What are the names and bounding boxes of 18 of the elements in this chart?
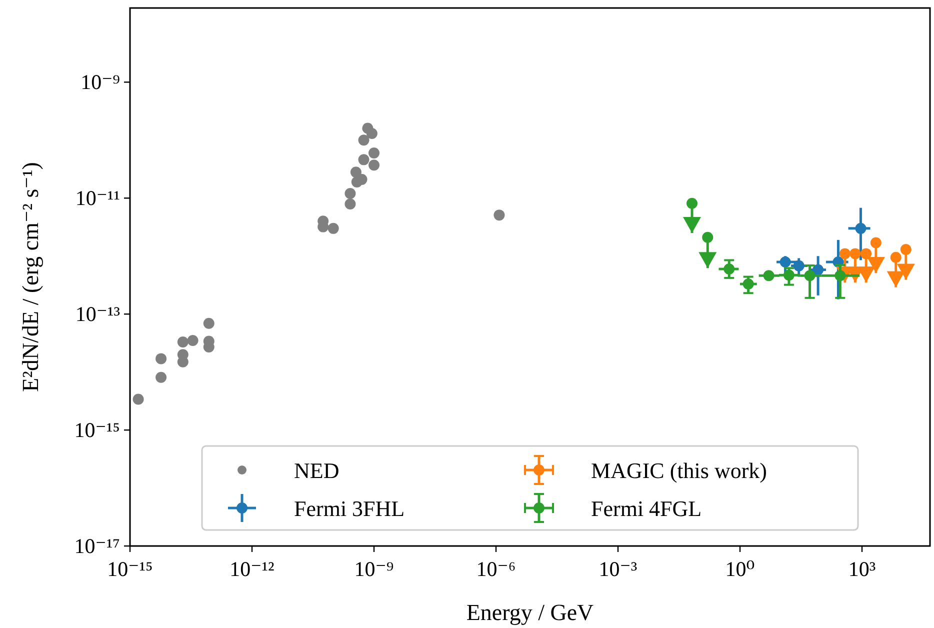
y-tick-label: 10⁻¹⁷ [74, 534, 120, 558]
x-tick-label: 10⁻⁹ [354, 557, 394, 581]
x-tick-label: 10⁻¹⁵ [107, 557, 153, 581]
legend-label: NED [294, 458, 340, 483]
y-tick-label: 10⁻¹⁵ [74, 418, 120, 442]
y-tick-label: 10⁻⁹ [80, 70, 120, 94]
x-tick-label: 10⁻³ [598, 557, 638, 581]
x-tick-label: 10⁻¹² [230, 557, 274, 581]
y-tick-label: 10⁻¹¹ [75, 186, 120, 210]
x-tick-label: 10³ [848, 557, 876, 581]
legend-label: Fermi 3FHL [294, 496, 405, 521]
x-tick-label: 10⁰ [725, 557, 755, 581]
legend-label: MAGIC (this work) [591, 458, 767, 483]
x-axis-title: Energy / GeV [466, 600, 594, 625]
y-tick-label: 10⁻¹³ [75, 302, 120, 326]
legend-label: Fermi 4FGL [591, 496, 702, 521]
x-tick-label: 10⁻⁶ [476, 557, 516, 581]
y-axis-title: E²dN/dE / (erg cm⁻² s⁻¹) [18, 162, 43, 392]
